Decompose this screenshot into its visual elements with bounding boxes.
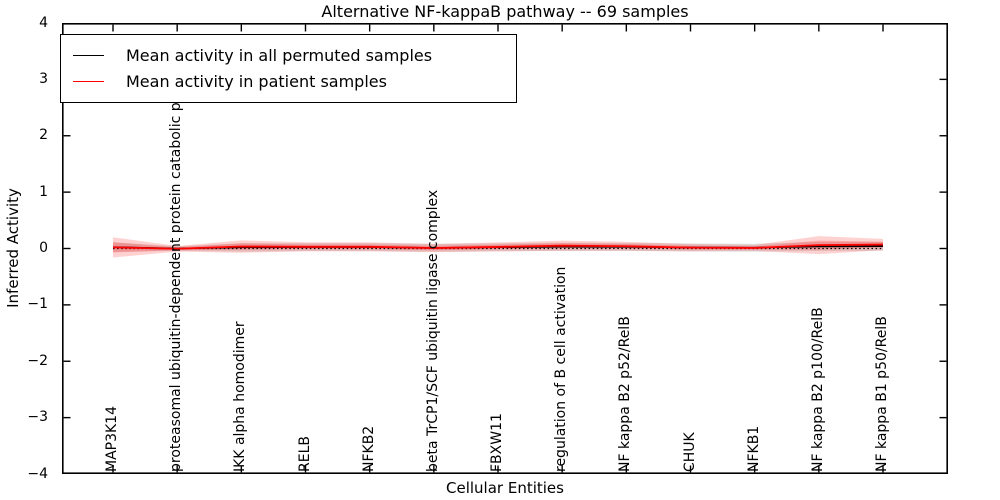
x-tick-label: beta TrCP1/SCF ubiquitin ligase complex [424, 189, 441, 472]
y-tick-label: −3 [27, 409, 48, 426]
series-patient-mean [112, 243, 884, 250]
legend-item-permuted: Mean activity in all permuted samples [73, 42, 510, 68]
legend-label: Mean activity in patient samples [126, 71, 387, 91]
axes-frame [62, 23, 948, 474]
legend-line-sample-black [73, 54, 104, 56]
x-tick-label: NFKB1 [745, 425, 762, 472]
legend-line-sample-red [73, 80, 104, 82]
x-tick-label: CHUK [681, 432, 698, 472]
x-tick-label: NF kappa B2 p100/RelB [809, 307, 826, 472]
x-tick-label: MAP3K14 [104, 405, 120, 472]
x-tick-label: NFKB2 [360, 425, 377, 472]
y-tick-label: 4 [39, 14, 48, 31]
y-tick-label: 2 [39, 127, 48, 144]
x-tick-label: RELB [296, 436, 313, 472]
legend-item-patient: Mean activity in patient samples [73, 68, 510, 94]
x-tick-label: NF kappa B1 p50/RelB [874, 316, 890, 472]
x-tick-label: NF kappa B2 p52/RelB [617, 316, 634, 472]
x-tick-label: FBXW11 [489, 413, 505, 472]
x-tick-label: proteasomal ubiquitin-dependent protein … [168, 96, 185, 472]
y-tick-label: 3 [39, 70, 48, 87]
x-axis-label: Cellular Entities [446, 479, 564, 497]
chart-title: Alternative NF-kappaB pathway -- 69 samp… [321, 2, 689, 21]
y-tick-label: 0 [39, 240, 48, 256]
x-tick-label: IKK alpha homodimer [232, 321, 249, 472]
y-tick-label: −4 [27, 465, 48, 482]
legend-label: Mean activity in all permuted samples [126, 45, 433, 65]
y-tick-label: −1 [27, 296, 48, 313]
plot-area [62, 23, 948, 474]
y-tick-label: 1 [39, 183, 48, 200]
y-tick-label: −2 [27, 352, 48, 369]
x-tick-label: regulation of B cell activation [553, 266, 570, 472]
legend: Mean activity in all permuted samples Me… [60, 34, 517, 103]
